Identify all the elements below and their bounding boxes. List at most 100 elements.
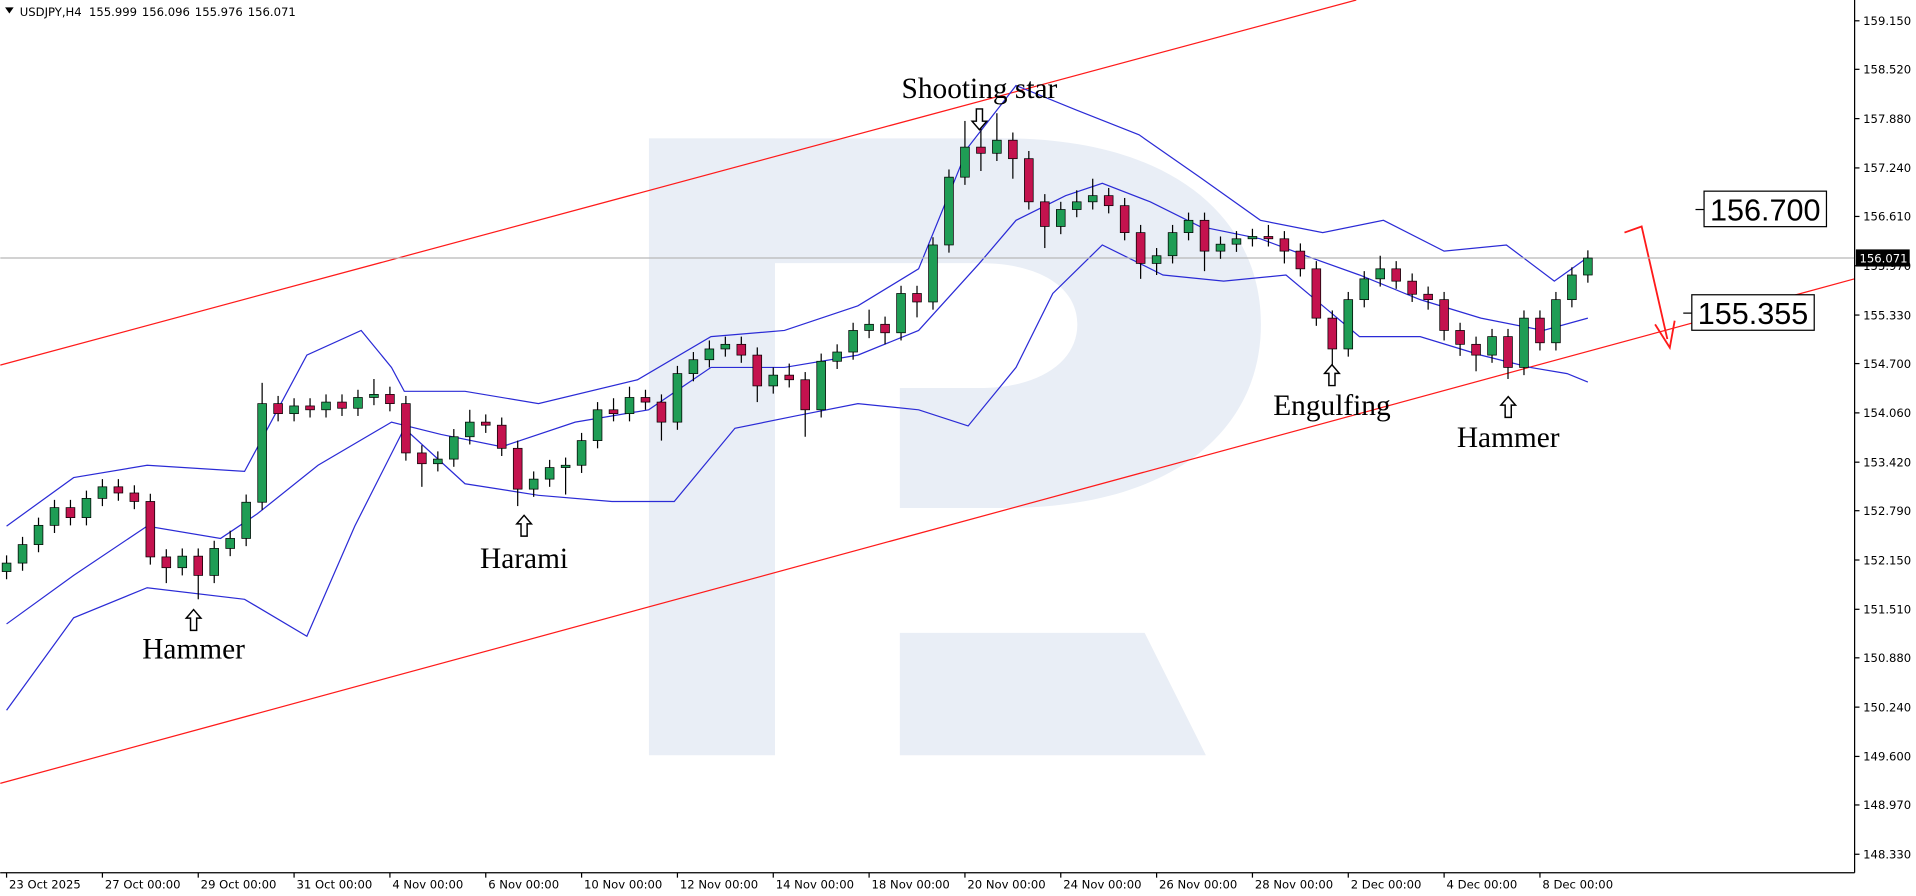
header-high: 156.096 xyxy=(142,5,190,19)
pattern-arrow xyxy=(184,608,203,632)
candle-body xyxy=(1247,236,1258,240)
candle-body xyxy=(1519,317,1529,368)
header-low: 155.976 xyxy=(195,5,243,19)
candle-body xyxy=(480,421,491,426)
candle-body xyxy=(225,538,235,549)
y-tick-label: 159.150 xyxy=(1863,14,1911,28)
candle-body xyxy=(1311,268,1322,319)
candle-body xyxy=(17,544,28,564)
candle-body xyxy=(1439,299,1449,331)
x-tick-label: 29 Oct 00:00 xyxy=(201,878,277,892)
candle-body xyxy=(1535,317,1545,344)
candle-body xyxy=(321,401,331,411)
candle-body xyxy=(992,139,1002,154)
x-tick-label: 8 Dec 00:00 xyxy=(1542,878,1613,892)
candle-body xyxy=(1487,336,1497,356)
candle-body xyxy=(1071,201,1082,210)
x-tick-label: 10 Nov 00:00 xyxy=(584,878,662,892)
candle-body xyxy=(1199,219,1210,252)
candle-body xyxy=(1567,274,1577,301)
candle-body xyxy=(528,478,539,490)
x-tick-label: 6 Nov 00:00 xyxy=(488,878,559,892)
candle-body xyxy=(496,424,507,449)
candle-body xyxy=(576,440,587,466)
header-open: 155.999 xyxy=(89,5,137,19)
candle-body xyxy=(369,394,379,398)
candle-body xyxy=(1407,280,1417,295)
candle-body xyxy=(768,374,779,387)
y-tick-label: 150.240 xyxy=(1863,700,1911,714)
x-tick-label: 18 Nov 00:00 xyxy=(872,878,950,892)
x-tick-label: 23 Oct 2025 xyxy=(9,878,81,892)
candle-body xyxy=(1087,195,1098,203)
candle-body xyxy=(960,146,970,178)
x-tick-label: 31 Oct 00:00 xyxy=(297,878,373,892)
y-tick-label: 157.880 xyxy=(1863,112,1911,126)
watermark xyxy=(648,138,1261,756)
candle-body xyxy=(592,409,603,441)
candle-body xyxy=(560,464,571,468)
candle-body xyxy=(1119,205,1130,233)
current-price-label: 156.071 xyxy=(1860,251,1908,265)
watermark-bowl xyxy=(775,138,1261,508)
candle-body xyxy=(289,405,299,415)
y-tick-label: 150.880 xyxy=(1863,651,1911,665)
candle-body xyxy=(337,401,347,409)
y-tick-label: 148.330 xyxy=(1863,848,1911,862)
pattern-arrow xyxy=(1323,363,1341,387)
candle-body xyxy=(1583,257,1593,276)
candle-body xyxy=(656,401,667,423)
axis-panel xyxy=(1854,0,1916,896)
candle-body xyxy=(49,507,60,526)
y-tick-label: 153.420 xyxy=(1863,455,1911,469)
candle-body xyxy=(1231,238,1242,245)
candle-body xyxy=(129,492,140,502)
candle-body xyxy=(928,244,938,303)
candle-body xyxy=(433,458,443,465)
level-label: 155.355 xyxy=(1698,297,1809,331)
band-line xyxy=(6,182,1589,625)
candle-body xyxy=(944,176,954,246)
watermark-leg xyxy=(899,632,1206,756)
x-tick-label: 24 Nov 00:00 xyxy=(1063,878,1141,892)
y-tick-label: 154.060 xyxy=(1863,406,1911,420)
pattern-arrow xyxy=(1499,395,1518,419)
candle-body xyxy=(816,360,826,411)
candle-body xyxy=(1024,158,1034,203)
candle-body xyxy=(672,373,683,423)
candle-body xyxy=(912,293,922,303)
x-tick-label: 14 Nov 00:00 xyxy=(776,878,854,892)
candle-body xyxy=(1103,195,1114,207)
candle-body xyxy=(736,343,747,356)
level-box xyxy=(1691,294,1815,331)
candle-body xyxy=(1359,278,1370,301)
candle-body xyxy=(544,467,555,480)
y-tick-label: 155.330 xyxy=(1863,308,1911,322)
x-tick-label: 4 Nov 00:00 xyxy=(392,878,463,892)
y-tick-label: 156.610 xyxy=(1863,210,1911,224)
candle-body xyxy=(1,562,12,572)
pattern-label: Harami xyxy=(480,543,568,575)
candle-body xyxy=(512,447,523,490)
y-tick-label: 152.150 xyxy=(1863,553,1911,567)
candle-body xyxy=(1551,299,1561,344)
candle-body xyxy=(640,397,651,403)
candle-body xyxy=(1423,293,1433,301)
candle-body xyxy=(896,293,906,334)
candle-body xyxy=(209,548,219,576)
candle-body xyxy=(81,498,92,519)
candle-body xyxy=(784,374,794,381)
channel-line xyxy=(0,0,1357,366)
watermark-stem xyxy=(648,138,776,756)
pattern-label: Shooting star xyxy=(902,73,1058,105)
candle-body xyxy=(353,397,363,409)
pattern-arrow xyxy=(515,514,534,537)
candle-body xyxy=(385,394,395,405)
candle-body xyxy=(1008,139,1018,160)
candle-body xyxy=(704,348,715,361)
header-close: 156.071 xyxy=(248,5,296,19)
candle-body xyxy=(800,379,810,411)
level-box xyxy=(1703,190,1828,228)
y-tick-label: 148.970 xyxy=(1863,798,1911,812)
